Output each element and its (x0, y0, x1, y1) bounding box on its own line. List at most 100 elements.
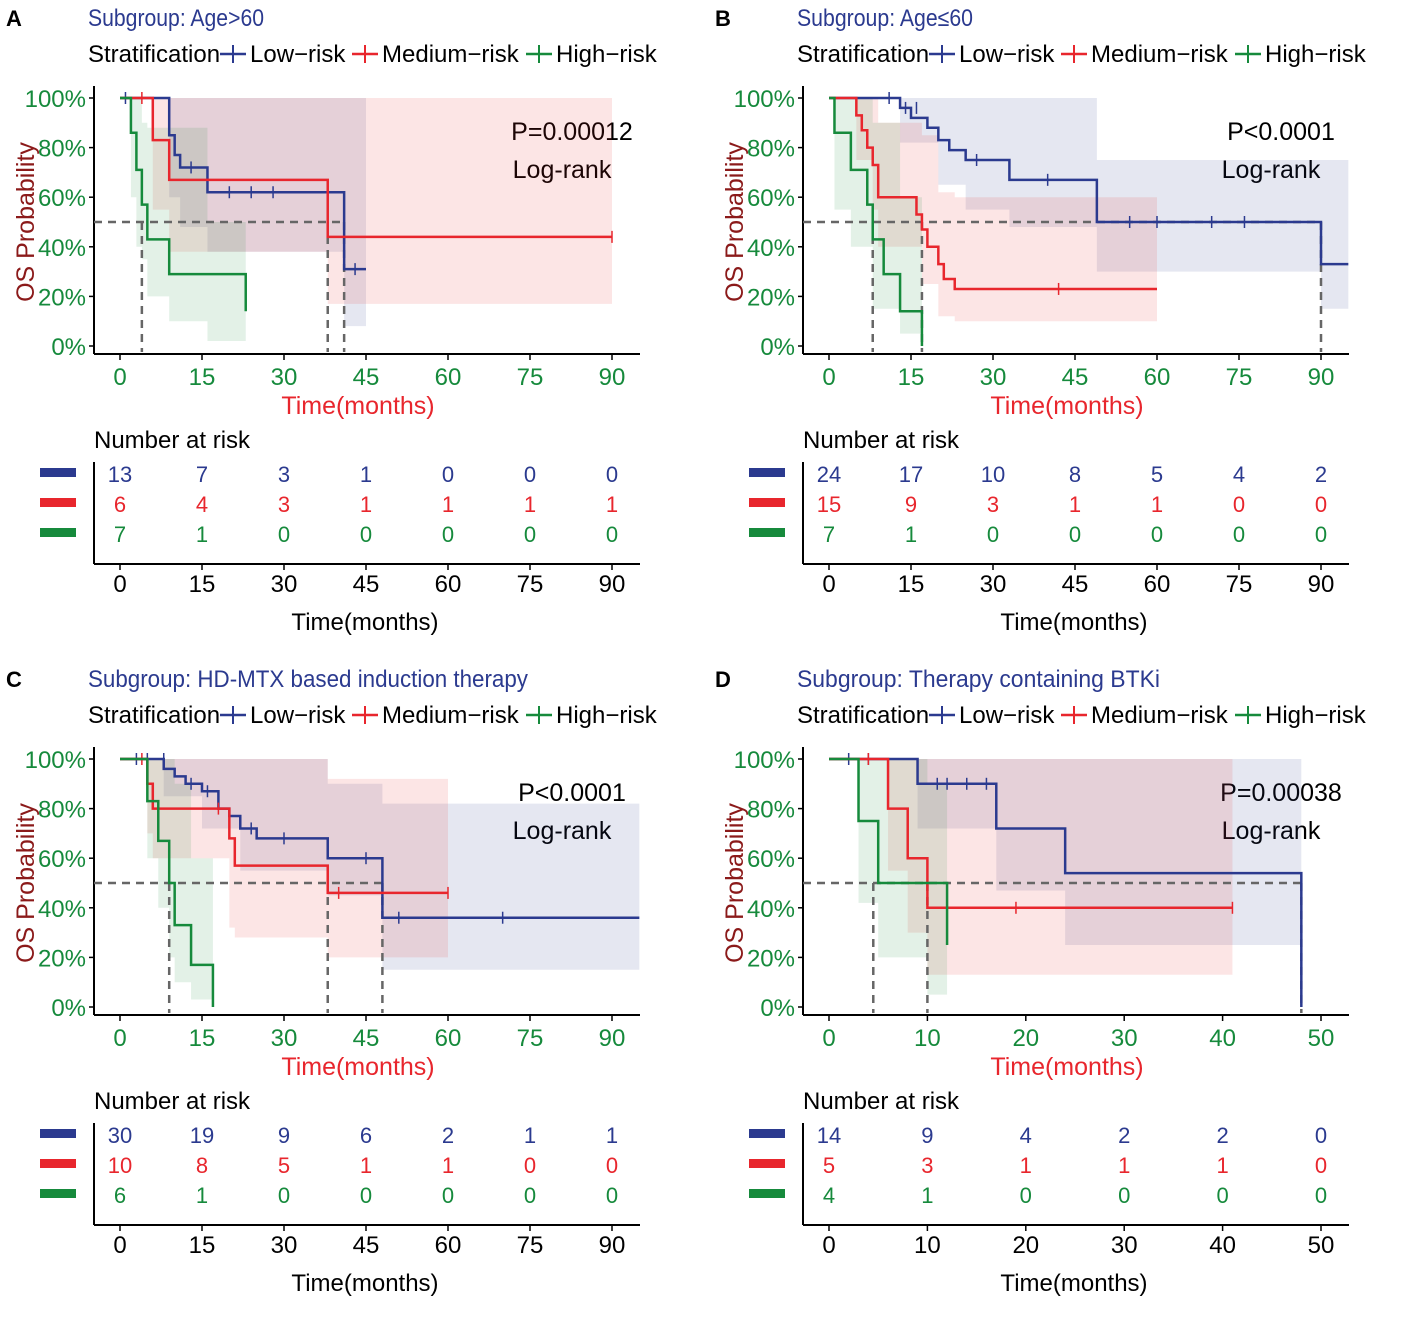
risk-count: 4 (196, 492, 208, 517)
risk-count: 0 (524, 1183, 536, 1208)
risk-table-title: Number at risk (803, 1088, 960, 1115)
risk-x-tick-label: 40 (1209, 1232, 1236, 1259)
x-tick-label: 90 (599, 364, 626, 391)
y-tick-label: 60% (747, 185, 795, 212)
risk-count: 1 (442, 492, 454, 517)
risk-x-tick-label: 0 (822, 1232, 835, 1259)
risk-row-swatch-high (40, 528, 76, 537)
risk-count: 0 (524, 1153, 536, 1178)
risk-count: 0 (442, 1183, 454, 1208)
risk-row-swatch-high (749, 1189, 785, 1198)
risk-count: 6 (114, 492, 126, 517)
legend-label: Low−risk (959, 702, 1055, 729)
p-value: P<0.0001 (1227, 118, 1335, 146)
risk-table-x-label: Time(months) (291, 1270, 438, 1297)
risk-table-x-label: Time(months) (1000, 1270, 1147, 1297)
y-tick-label: 40% (747, 896, 795, 923)
ci-band-medium (120, 98, 612, 304)
x-tick-label: 20 (1012, 1025, 1039, 1052)
km-curve-medium (829, 96, 1157, 291)
risk-count: 9 (905, 492, 917, 517)
y-tick-label: 20% (38, 284, 86, 311)
risk-count: 1 (606, 1123, 618, 1148)
x-tick-label: 60 (1144, 364, 1171, 391)
y-tick-label: 100% (25, 747, 86, 774)
ci-band-high (120, 98, 246, 342)
risk-count: 1 (442, 1153, 454, 1178)
risk-count: 0 (1315, 522, 1327, 547)
risk-count: 0 (278, 522, 290, 547)
risk-count: 0 (1020, 1183, 1032, 1208)
legend-title: Stratification (797, 41, 929, 68)
y-tick-label: 40% (38, 896, 86, 923)
x-tick-label: 50 (1308, 1025, 1335, 1052)
legend-item-high: High−risk (526, 702, 658, 729)
risk-count: 0 (1069, 522, 1081, 547)
risk-count: 1 (524, 1123, 536, 1148)
risk-count: 2 (1216, 1123, 1228, 1148)
risk-table-x-label: Time(months) (291, 609, 438, 636)
km-curve-low (120, 96, 366, 271)
y-tick-label: 60% (38, 846, 86, 873)
risk-count: 1 (196, 1183, 208, 1208)
risk-count: 1 (360, 1153, 372, 1178)
risk-count: 5 (1151, 462, 1163, 487)
legend-label: High−risk (556, 702, 658, 729)
risk-count: 15 (817, 492, 841, 517)
legend-label: High−risk (1265, 702, 1367, 729)
risk-x-tick-label: 10 (914, 1232, 941, 1259)
x-tick-label: 75 (1226, 364, 1253, 391)
panel-a: A Subgroup: Age>60 Stratification Low−risk M… (0, 0, 709, 661)
risk-x-tick-label: 15 (898, 571, 925, 598)
km-curve-medium (829, 757, 1233, 910)
risk-count: 0 (606, 522, 618, 547)
risk-count: 0 (360, 1183, 372, 1208)
risk-count: 0 (442, 522, 454, 547)
panel-b: B Subgroup: Age≤60 Stratification Low−risk M… (709, 0, 1418, 661)
risk-row-swatch-high (40, 1189, 76, 1198)
risk-count: 3 (278, 492, 290, 517)
x-tick-label: 0 (113, 364, 126, 391)
risk-row-swatch-low (749, 468, 785, 477)
y-tick-label: 20% (747, 945, 795, 972)
risk-count: 1 (524, 492, 536, 517)
x-tick-label: 45 (1062, 364, 1089, 391)
x-tick-label: 30 (1111, 1025, 1138, 1052)
legend-item-high: High−risk (1235, 702, 1367, 729)
risk-x-tick-label: 20 (1012, 1232, 1039, 1259)
km-plot-c: C Subgroup: HD-MTX based induction therap… (6, 666, 658, 1297)
y-axis-label: OS Probability (12, 142, 40, 302)
y-tick-label: 80% (38, 136, 86, 163)
x-tick-label: 15 (189, 364, 216, 391)
risk-count: 0 (606, 1183, 618, 1208)
risk-row-swatch-medium (749, 498, 785, 507)
legend-label: Medium−risk (382, 41, 520, 68)
risk-x-tick-label: 30 (1111, 1232, 1138, 1259)
risk-count: 0 (987, 522, 999, 547)
x-axis-label: Time(months) (990, 1053, 1143, 1081)
risk-count: 0 (1151, 522, 1163, 547)
legend-label: High−risk (1265, 41, 1367, 68)
x-tick-label: 0 (822, 1025, 835, 1052)
x-tick-label: 60 (435, 364, 462, 391)
risk-count: 9 (921, 1123, 933, 1148)
legend-item-low: Low−risk (929, 41, 1055, 68)
risk-count: 3 (921, 1153, 933, 1178)
risk-count: 0 (606, 462, 618, 487)
legend-item-high: High−risk (1235, 41, 1367, 68)
panel-letter: B (715, 6, 731, 31)
risk-x-tick-label: 90 (599, 571, 626, 598)
risk-count: 1 (360, 492, 372, 517)
km-curve-high (120, 757, 215, 1007)
legend-label: Low−risk (250, 702, 346, 729)
risk-count: 6 (114, 1183, 126, 1208)
km-curve-high (829, 96, 924, 346)
risk-table-x-label: Time(months) (1000, 609, 1147, 636)
risk-x-tick-label: 75 (1226, 571, 1253, 598)
p-value: P=0.00012 (511, 118, 633, 146)
risk-x-tick-label: 90 (599, 1232, 626, 1259)
risk-count: 5 (278, 1153, 290, 1178)
panel-letter: D (715, 667, 731, 692)
km-curve-low (829, 96, 1349, 266)
risk-count: 0 (278, 1183, 290, 1208)
